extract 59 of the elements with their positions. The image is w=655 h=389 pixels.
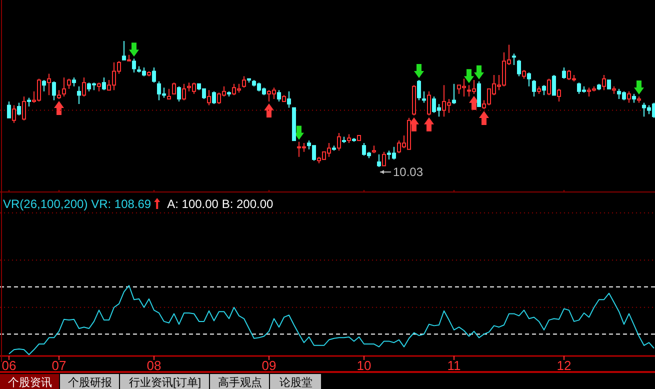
candlestick bbox=[182, 83, 186, 101]
text: 论股堂 bbox=[280, 376, 312, 389]
text: VR: 108.69 bbox=[91, 197, 152, 211]
x-tick-label: 09 bbox=[262, 358, 276, 373]
candlestick bbox=[67, 78, 71, 90]
candlestick bbox=[382, 151, 386, 166]
candlestick bbox=[212, 90, 216, 104]
x-tick-label: 08 bbox=[146, 358, 162, 373]
text: 行业资讯[订单] bbox=[128, 376, 202, 389]
candlestick bbox=[517, 59, 521, 77]
x-tick-label: 12 bbox=[556, 358, 572, 373]
candlestick bbox=[12, 104, 16, 124]
candlestick bbox=[77, 86, 81, 104]
annotation: 10.03 bbox=[393, 165, 424, 179]
candlestick bbox=[287, 90, 291, 108]
candlestick bbox=[427, 90, 431, 116]
candlestick bbox=[277, 90, 281, 102]
x-tick-label: 07 bbox=[52, 358, 66, 373]
candlestick bbox=[547, 78, 551, 96]
candlestick bbox=[562, 66, 566, 80]
candlestick bbox=[132, 58, 136, 73]
candlestick bbox=[82, 77, 86, 97]
candlestick bbox=[557, 88, 561, 102]
candlestick bbox=[102, 77, 106, 91]
text: 个股资讯 bbox=[8, 377, 52, 389]
candlestick bbox=[532, 80, 536, 97]
candlestick bbox=[152, 66, 156, 84]
x-tick-label: 06 bbox=[2, 358, 16, 373]
text: A: 100.00 B: 200.00 bbox=[167, 197, 274, 211]
candlestick bbox=[167, 88, 171, 100]
candlestick bbox=[542, 84, 546, 96]
x-tick-label: 10 bbox=[356, 358, 372, 373]
candlestick bbox=[477, 80, 481, 108]
candlestick bbox=[552, 74, 556, 96]
candlestick bbox=[452, 83, 456, 104]
candlestick bbox=[207, 90, 211, 106]
candlestick bbox=[172, 82, 176, 94]
x-tick-label: 11 bbox=[447, 358, 461, 373]
candlestick bbox=[177, 86, 181, 102]
candlestick bbox=[17, 102, 21, 116]
candlestick bbox=[22, 96, 26, 121]
candlestick bbox=[417, 80, 421, 101]
candlestick bbox=[512, 53, 516, 66]
candlestick bbox=[337, 132, 341, 152]
candlestick bbox=[7, 100, 11, 118]
candlestick bbox=[242, 76, 246, 88]
candlestick bbox=[47, 73, 51, 96]
candlestick bbox=[527, 72, 531, 87]
candlestick bbox=[62, 77, 66, 97]
candlestick bbox=[42, 80, 46, 92]
candlestick bbox=[52, 80, 56, 101]
text: 个股研报 bbox=[68, 377, 112, 389]
candlestick bbox=[422, 90, 426, 104]
candlestick bbox=[122, 40, 126, 60]
chart-title: VR(26,100,200) bbox=[3, 197, 92, 211]
candlestick bbox=[627, 90, 631, 104]
text: 高手观点 bbox=[218, 376, 262, 389]
candlestick bbox=[377, 154, 381, 168]
candlestick bbox=[602, 74, 606, 91]
